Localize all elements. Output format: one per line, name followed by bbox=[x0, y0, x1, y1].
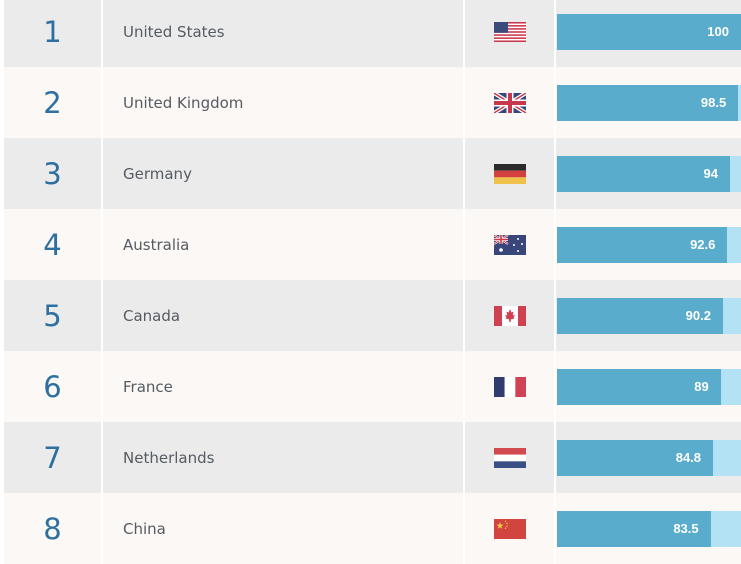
rank-number: 1 bbox=[4, 0, 101, 67]
score-cell: 83.5 bbox=[556, 493, 741, 564]
rank-number: 2 bbox=[4, 67, 101, 138]
australia-flag-icon bbox=[493, 234, 526, 255]
ranking-row: 6 France 89 bbox=[0, 351, 741, 422]
score-cell: 90.2 bbox=[556, 280, 741, 351]
score-value: 89 bbox=[694, 379, 709, 394]
score-bar-track: 100 bbox=[557, 13, 741, 50]
score-bar: 94 bbox=[557, 155, 730, 192]
score-value: 83.5 bbox=[673, 521, 699, 536]
country-name: United Kingdom bbox=[103, 67, 463, 138]
score-value: 90.2 bbox=[685, 308, 711, 323]
rank-number: 4 bbox=[4, 209, 101, 280]
score-cell: 89 bbox=[556, 351, 741, 422]
score-bar: 100 bbox=[557, 13, 741, 50]
germany-flag-icon bbox=[493, 163, 526, 184]
score-cell: 98.5 bbox=[556, 67, 741, 138]
country-name: Australia bbox=[103, 209, 463, 280]
country-name: Germany bbox=[103, 138, 463, 209]
country-name: Canada bbox=[103, 280, 463, 351]
ranking-row: 2 United Kingdom 98.5 bbox=[0, 67, 741, 138]
ranking-row: 1 United States 100 bbox=[0, 0, 741, 67]
score-bar: 92.6 bbox=[557, 226, 728, 263]
score-value: 84.8 bbox=[675, 450, 702, 465]
ranking-row: 4 Australia 92.6 bbox=[0, 209, 741, 280]
score-cell: 94 bbox=[556, 138, 741, 209]
score-bar: 90.2 bbox=[557, 297, 723, 334]
netherlands-flag-icon bbox=[493, 447, 526, 468]
score-bar-track: 83.5 bbox=[557, 510, 741, 547]
rank-number: 3 bbox=[4, 138, 101, 209]
canada-flag-icon bbox=[493, 305, 526, 326]
score-value: 94 bbox=[703, 166, 718, 181]
score-bar: 89 bbox=[557, 368, 721, 405]
score-cell: 100 bbox=[556, 0, 741, 67]
flag-cell bbox=[465, 351, 554, 422]
country-name: China bbox=[103, 493, 463, 564]
flag-cell bbox=[465, 209, 554, 280]
score-bar-track: 98.5 bbox=[557, 84, 741, 121]
score-value: 92.6 bbox=[690, 237, 716, 252]
score-bar: 84.8 bbox=[557, 439, 714, 476]
flag-cell bbox=[465, 422, 554, 493]
score-value: 98.5 bbox=[700, 95, 727, 110]
france-flag-icon bbox=[493, 376, 526, 397]
score-value: 100 bbox=[707, 24, 729, 39]
score-bar: 83.5 bbox=[557, 510, 711, 547]
rank-number: 5 bbox=[4, 280, 101, 351]
us-flag-icon bbox=[493, 21, 526, 42]
flag-cell bbox=[465, 280, 554, 351]
ranking-row: 5 Canada 90.2 bbox=[0, 280, 741, 351]
score-bar-track: 89 bbox=[557, 368, 741, 405]
flag-cell bbox=[465, 0, 554, 67]
rank-number: 6 bbox=[4, 351, 101, 422]
ranking-row: 7 Netherlands 84.8 bbox=[0, 422, 741, 493]
china-flag-icon bbox=[493, 518, 526, 539]
score-bar: 98.5 bbox=[557, 84, 739, 121]
rank-number: 8 bbox=[4, 493, 101, 564]
score-bar-track: 84.8 bbox=[557, 439, 741, 476]
country-name: France bbox=[103, 351, 463, 422]
uk-flag-icon bbox=[493, 92, 526, 113]
ranking-row: 3 Germany 94 bbox=[0, 138, 741, 209]
country-name: United States bbox=[103, 0, 463, 67]
rank-number: 7 bbox=[4, 422, 101, 493]
country-name: Netherlands bbox=[103, 422, 463, 493]
flag-cell bbox=[465, 493, 554, 564]
score-bar-track: 90.2 bbox=[557, 297, 741, 334]
score-cell: 92.6 bbox=[556, 209, 741, 280]
flag-cell bbox=[465, 67, 554, 138]
flag-cell bbox=[465, 138, 554, 209]
score-bar-track: 94 bbox=[557, 155, 741, 192]
score-cell: 84.8 bbox=[556, 422, 741, 493]
score-bar-track: 92.6 bbox=[557, 226, 741, 263]
ranking-row: 8 China 83.5 bbox=[0, 493, 741, 564]
